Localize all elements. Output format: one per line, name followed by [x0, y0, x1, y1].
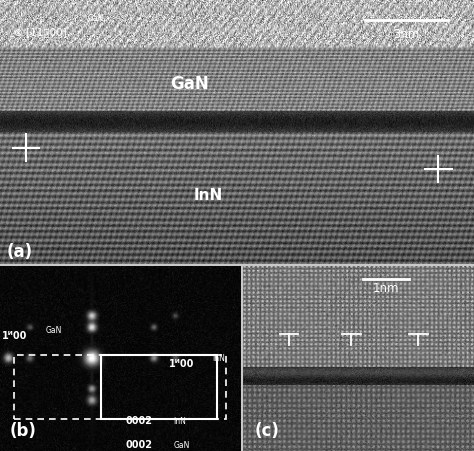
Text: 0002: 0002	[125, 416, 152, 426]
Text: 0002: 0002	[125, 440, 152, 450]
Text: GaN: GaN	[170, 75, 209, 93]
Text: 1ᴻ00: 1ᴻ00	[2, 331, 28, 341]
Text: (b): (b)	[9, 422, 36, 440]
Text: InN: InN	[194, 188, 223, 203]
Bar	[101, 354, 217, 419]
Text: 3nm: 3nm	[393, 28, 419, 41]
Text: GaN: GaN	[46, 326, 62, 335]
Text: GaN: GaN	[173, 441, 190, 450]
Text: 1nm: 1nm	[373, 281, 400, 295]
Text: 1ᴻ00: 1ᴻ00	[169, 359, 194, 369]
Text: (a): (a)	[7, 243, 33, 261]
Text: InN: InN	[212, 354, 225, 363]
Text: GaN: GaN	[88, 14, 104, 23]
Text: InN: InN	[173, 417, 186, 426]
Text: ⊗ [11⃒00]: ⊗ [11⃒00]	[14, 27, 67, 37]
Text: (c): (c)	[254, 422, 279, 440]
Bar	[14, 354, 227, 419]
